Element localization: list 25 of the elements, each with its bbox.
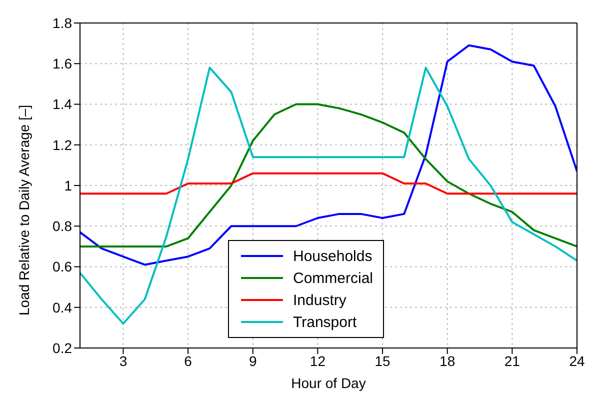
y-tick-label: 0.6 — [52, 258, 72, 275]
x-tick-label: 3 — [119, 352, 128, 369]
line-series — [80, 44, 577, 266]
y-tick-label: 1.6 — [52, 56, 72, 72]
legend-label: Transport — [293, 314, 357, 330]
x-axis-title: Hour of Day — [291, 375, 366, 391]
x-tick-label: 24 — [569, 352, 585, 369]
x-tick-label: 6 — [184, 352, 192, 369]
legend-label: Households — [293, 248, 372, 264]
x-tick-label: 9 — [248, 352, 257, 369]
legend-label: Industry — [293, 292, 346, 308]
y-tick-label: 1.4 — [52, 96, 72, 112]
y-tick-label: 0.4 — [52, 299, 72, 316]
x-tick-label: 18 — [440, 352, 456, 369]
x-tick-label: 12 — [310, 352, 326, 369]
y-axis-title: Load Relative to Daily Average [–] — [16, 104, 32, 316]
y-tick-label: 0.2 — [52, 340, 72, 356]
line-series — [80, 103, 577, 248]
x-tick-label: 15 — [374, 352, 391, 369]
y-tick-label: 0.8 — [52, 218, 72, 234]
x-tick-label: 21 — [504, 352, 520, 369]
y-tick-label: 1 — [64, 177, 72, 194]
y-tick-label: 1.2 — [52, 136, 72, 153]
legend-label: Commercial — [293, 270, 374, 286]
y-tick-label: 1.8 — [52, 14, 72, 31]
